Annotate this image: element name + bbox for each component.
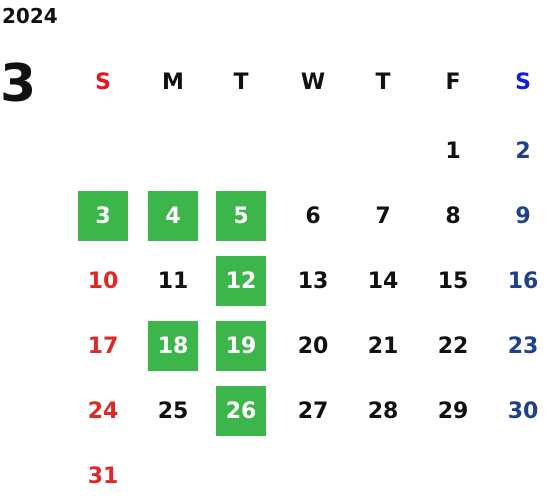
- weekday: F: [445, 69, 461, 95]
- day: 21: [367, 333, 399, 359]
- weekday: T: [233, 69, 249, 95]
- day: 2: [515, 138, 531, 164]
- weekday: S: [95, 69, 111, 95]
- day: 11: [157, 268, 189, 294]
- day: 16: [507, 268, 539, 294]
- day: 14: [367, 268, 399, 294]
- highlighted-day: 4: [148, 191, 198, 241]
- year: 2024: [2, 4, 58, 28]
- day: 8: [445, 203, 461, 229]
- day: 31: [87, 463, 119, 489]
- day: 17: [87, 333, 119, 359]
- day: 20: [297, 333, 329, 359]
- day: 15: [437, 268, 469, 294]
- highlighted-day: 18: [148, 321, 198, 371]
- day: 1: [445, 138, 461, 164]
- day: 27: [297, 398, 329, 424]
- day: 13: [297, 268, 329, 294]
- day: 23: [507, 333, 539, 359]
- day: 22: [437, 333, 469, 359]
- highlighted-day: 3: [78, 191, 128, 241]
- weekday: M: [162, 69, 184, 95]
- highlighted-day: 5: [216, 191, 266, 241]
- day: 28: [367, 398, 399, 424]
- day: 10: [87, 268, 119, 294]
- highlighted-day: 19: [216, 321, 266, 371]
- day: 7: [375, 203, 391, 229]
- month: 3: [0, 54, 37, 114]
- weekday: W: [300, 69, 326, 95]
- day: 6: [305, 203, 321, 229]
- day: 30: [507, 398, 539, 424]
- highlighted-day: 26: [216, 386, 266, 436]
- weekday: T: [375, 69, 391, 95]
- highlighted-day: 12: [216, 256, 266, 306]
- weekday: S: [515, 69, 531, 95]
- day: 24: [87, 398, 119, 424]
- day: 25: [157, 398, 189, 424]
- day: 29: [437, 398, 469, 424]
- day: 9: [515, 203, 531, 229]
